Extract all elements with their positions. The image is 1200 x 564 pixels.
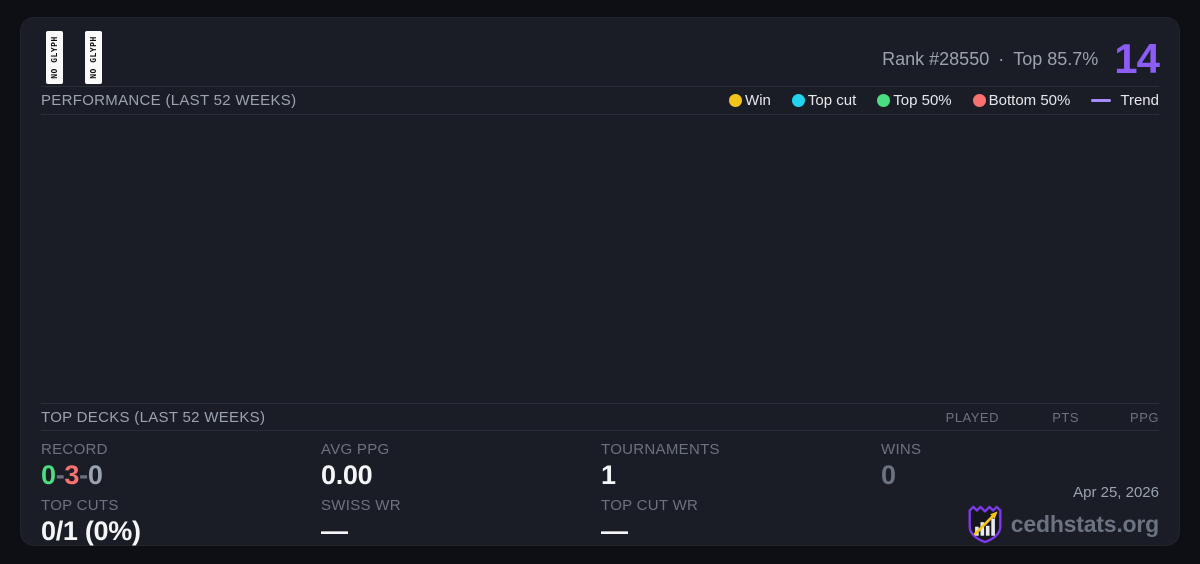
record-separator: -	[55, 460, 65, 490]
legend-label: Bottom 50%	[988, 92, 1071, 109]
cedhstats-shield-logo-icon	[968, 506, 1002, 544]
record-value: 0-3-0	[41, 460, 321, 491]
rank-summary: Rank #28550 · Top 85.7% 14	[882, 35, 1160, 84]
commander-glyphs: NO GLYPH NO GLYPH	[46, 31, 102, 84]
legend-item-top-50[interactable]: Top 50%	[877, 92, 952, 109]
top-cut-wr-label: TOP CUT WR	[601, 496, 699, 514]
rank-line: Rank #28550 · Top 85.7%	[882, 49, 1098, 70]
card-header: NO GLYPH NO GLYPH Rank #28550 · Top 85.7…	[41, 18, 1160, 87]
no-glyph-placeholder-icon: NO GLYPH	[85, 31, 102, 84]
tournaments-label: TOURNAMENTS	[601, 441, 720, 458]
avg-ppg-value: 0.00	[321, 460, 373, 490]
top-decks-title: TOP DECKS (LAST 52 WEEKS)	[41, 408, 266, 426]
legend-label: Win	[745, 92, 771, 109]
swiss-wr-label: SWISS WR	[321, 496, 401, 514]
performance-title: PERFORMANCE (LAST 52 WEEKS)	[41, 92, 297, 109]
top-cuts-label: TOP CUTS	[41, 496, 119, 514]
stat-column-tournaments: TOURNAMENTS 1 TOP CUT WR —	[601, 435, 881, 546]
chart-legend: Win Top cut Top 50% Bottom 50% Trend	[729, 92, 1159, 109]
record-label: RECORD	[41, 441, 108, 458]
card-footer: Apr 25, 2026 cedhstats.org	[967, 484, 1159, 544]
record-draws: 0	[87, 460, 103, 490]
record-losses: 3	[64, 460, 80, 490]
wins-value: 0	[881, 460, 896, 490]
legend-label: Top 50%	[893, 92, 952, 109]
brand-row: cedhstats.org	[967, 504, 1159, 544]
top-50-dot-icon	[877, 94, 891, 107]
legend-item-bottom-50[interactable]: Bottom 50%	[972, 92, 1071, 109]
no-glyph-label: NO GLYPH	[50, 36, 59, 79]
win-dot-icon	[729, 94, 743, 107]
wins-label: WINS	[881, 441, 922, 458]
bottom-50-dot-icon	[972, 94, 986, 107]
no-glyph-placeholder-icon: NO GLYPH	[46, 31, 63, 84]
no-glyph-label: NO GLYPH	[89, 36, 98, 79]
rank-text: Rank #28550	[882, 48, 990, 69]
brand-text: cedhstats.org	[1010, 510, 1159, 537]
stats-grid: RECORD 0-3-0 TOP CUTS 0/1 (0%) AVG PPG 0…	[41, 431, 1159, 546]
legend-item-trend[interactable]: Trend	[1091, 92, 1159, 109]
player-stats-card: NO GLYPH NO GLYPH Rank #28550 · Top 85.7…	[20, 17, 1180, 546]
avg-ppg-label: AVG PPG	[321, 441, 390, 458]
column-header-played: PLAYED	[945, 409, 999, 425]
top-cuts-value: 0/1 (0%)	[41, 515, 141, 546]
column-header-pts: PTS	[1052, 409, 1079, 425]
top-cut-wr-value: —	[601, 515, 628, 546]
stat-column-wins: WINS 0	[881, 435, 1159, 546]
record-wins: 0	[41, 460, 56, 490]
top-decks-columns: PLAYED PTS PPG	[919, 410, 1159, 425]
stat-column-record: RECORD 0-3-0 TOP CUTS 0/1 (0%)	[41, 435, 321, 546]
stat-column-ppg: AVG PPG 0.00 SWISS WR —	[321, 435, 601, 546]
performance-section-header: PERFORMANCE (LAST 52 WEEKS) Win Top cut …	[41, 87, 1159, 115]
swiss-wr-value: —	[321, 515, 348, 546]
performance-chart	[41, 115, 1159, 404]
legend-item-win[interactable]: Win	[729, 92, 771, 109]
points-value: 14	[1114, 35, 1160, 82]
separator-dot: ·	[998, 48, 1005, 69]
column-header-ppg: PPG	[1130, 409, 1159, 425]
date-text: Apr 25, 2026	[1073, 484, 1159, 502]
tournaments-value: 1	[601, 460, 616, 490]
legend-item-top-cut[interactable]: Top cut	[791, 92, 857, 109]
top-percent-text: Top 85.7%	[1013, 48, 1099, 69]
top-cut-dot-icon	[791, 94, 805, 107]
record-separator: -	[79, 460, 88, 490]
top-decks-header: TOP DECKS (LAST 52 WEEKS) PLAYED PTS PPG	[41, 404, 1159, 431]
legend-label: Top cut	[807, 92, 857, 109]
trend-line-icon	[1091, 99, 1112, 102]
legend-label: Trend	[1120, 92, 1159, 109]
